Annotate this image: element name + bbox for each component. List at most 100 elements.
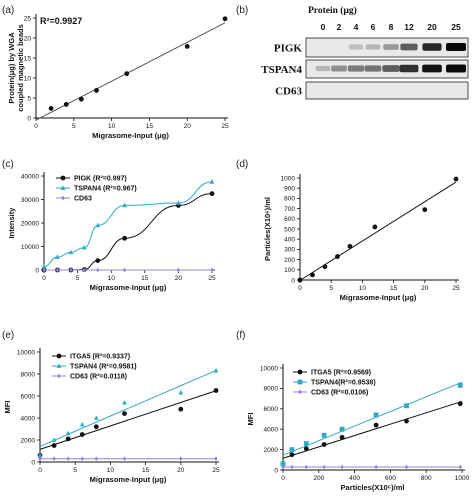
y-tick-label: 4000 xyxy=(21,415,36,422)
x-tick-label: 15 xyxy=(390,285,398,292)
legend-marker xyxy=(61,195,65,201)
y-tick-label: 10 xyxy=(24,75,32,82)
y-tick-label: 500 xyxy=(284,226,295,233)
y-tick-label: 2000 xyxy=(21,437,36,444)
chart-e: 0 5 10 15 20 25 0 2000 4000 6000 8000 10000 Migrasom… xyxy=(3,348,220,484)
x-tick-label: 400 xyxy=(349,475,360,482)
x-axis-label: Migrasome-Input (μg) xyxy=(90,475,167,484)
data-point xyxy=(453,176,459,182)
data-point xyxy=(65,436,71,442)
y-tick-label: 5 xyxy=(27,95,31,102)
data-point xyxy=(79,432,85,437)
y-tick-label: 0 xyxy=(35,267,39,274)
legend-label: CD63 xyxy=(74,196,92,203)
data-point xyxy=(335,254,340,259)
legend-marker xyxy=(56,353,62,359)
y-axis-label: Protein(μg) by WGAcoupled magnetic beads xyxy=(7,24,25,112)
wb-band xyxy=(422,64,442,73)
y-axis-label: Intensity xyxy=(7,207,16,239)
data-point xyxy=(281,464,285,470)
y-tick-label: 30000 xyxy=(21,197,39,204)
x-axis-label: Migrasome-Input (μg) xyxy=(340,293,417,302)
legend-label: ITGA5 (R²=0.9337) xyxy=(70,354,130,361)
data-point xyxy=(51,437,57,442)
data-point xyxy=(95,258,101,263)
data-point xyxy=(122,399,127,405)
data-point xyxy=(304,464,309,470)
x-tick-label: 20 xyxy=(421,285,429,292)
panel-label-f: (f) xyxy=(236,330,245,341)
legend-marker xyxy=(60,185,66,190)
data-point xyxy=(79,421,85,427)
wb-band xyxy=(400,43,418,51)
x-tick-label: 200 xyxy=(313,475,324,482)
data-point xyxy=(178,406,184,412)
data-point xyxy=(209,179,215,184)
data-point xyxy=(93,424,99,430)
legend-label: PIGK (R²=0.997) xyxy=(74,176,127,183)
data-point xyxy=(66,456,70,461)
x-tick-label: 20 xyxy=(175,275,183,282)
wb-lane-label: 0 xyxy=(321,22,326,32)
western-blot-b: Protein (μg) 0 2 4 6 8 12 20 25 PIGK TSPAN4 CD63 xyxy=(261,5,469,100)
legend-label: TSPAN4 (R²=0.9581) xyxy=(70,364,137,371)
data-point xyxy=(303,446,309,451)
data-point xyxy=(404,418,409,424)
x-tick-label: 800 xyxy=(421,475,432,482)
data-point xyxy=(176,267,181,273)
legend-marker xyxy=(298,389,302,395)
wb-lane-label: 2 xyxy=(337,22,342,32)
wb-band xyxy=(348,44,364,50)
y-tick-label: 10000 xyxy=(17,349,35,356)
legend-marker xyxy=(56,363,62,368)
data-point xyxy=(297,277,303,283)
data-point xyxy=(95,222,101,228)
data-point xyxy=(41,263,47,269)
x-tick-label: 0 xyxy=(38,467,42,474)
x-tick-label: 20 xyxy=(177,467,185,474)
data-point xyxy=(78,96,84,102)
y-tick-label: 4000 xyxy=(264,427,279,434)
data-point xyxy=(96,267,100,273)
wb-band xyxy=(331,65,347,72)
x-tick-label: 15 xyxy=(141,275,149,282)
y-tick-label: 8000 xyxy=(21,371,36,378)
chart-c: 0 5 10 15 20 25 0 10000 20000 30000 40000 Migrasome… xyxy=(7,172,216,292)
data-point xyxy=(42,267,46,273)
x-tick-label: 5 xyxy=(76,275,80,282)
data-point xyxy=(321,432,327,438)
x-tick-label: 10 xyxy=(107,467,115,474)
x-axis-label: Particles(X10⁶)/ml xyxy=(341,483,405,492)
x-tick-label: 25 xyxy=(452,285,460,292)
data-point xyxy=(122,235,128,241)
panel-label-a: (a) xyxy=(2,5,14,16)
data-point xyxy=(457,401,463,407)
wb-lane-label: 25 xyxy=(451,22,461,32)
data-point xyxy=(213,388,219,393)
data-point xyxy=(82,267,87,273)
y-tick-label: 6000 xyxy=(21,393,36,400)
data-point xyxy=(374,464,378,470)
data-point xyxy=(93,415,99,420)
fit-line xyxy=(282,400,463,459)
data-point xyxy=(210,267,214,273)
y-tick-label: 8000 xyxy=(264,386,279,393)
x-tick-label: 5 xyxy=(329,285,333,292)
r-squared-annotation: R²=0.9927 xyxy=(40,16,82,26)
data-point xyxy=(280,461,286,467)
y-tick-label: 1000 xyxy=(281,175,296,182)
data-point xyxy=(373,422,379,428)
data-point xyxy=(65,430,71,436)
wb-header: Protein (μg) xyxy=(308,5,357,16)
y-tick-label: 40000 xyxy=(21,173,39,180)
data-point xyxy=(321,442,327,447)
y-tick-label: 10000 xyxy=(21,244,39,251)
x-tick-label: 5 xyxy=(72,123,76,130)
wb-row-label: PIGK xyxy=(274,43,303,55)
wb-lane-label: 12 xyxy=(404,22,414,32)
data-point xyxy=(422,207,428,213)
legend-marker xyxy=(297,379,303,385)
wb-row-label: CD63 xyxy=(275,86,302,98)
data-point xyxy=(209,191,215,197)
